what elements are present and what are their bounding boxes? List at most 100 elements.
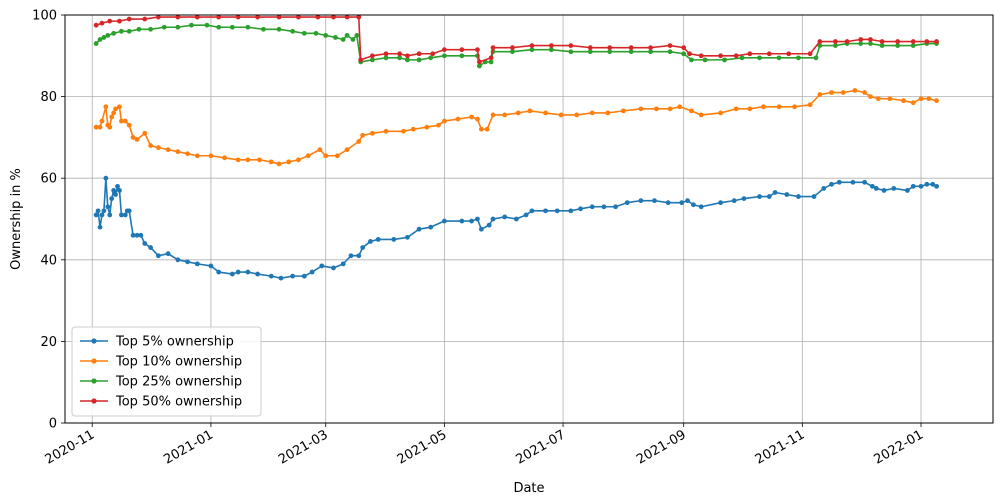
data-point — [245, 269, 251, 275]
series-line — [95, 177, 937, 279]
legend-item: Top 10% ownership — [80, 355, 242, 370]
data-point — [441, 218, 447, 224]
series-1 — [93, 175, 939, 281]
data-point — [261, 26, 266, 32]
data-point — [757, 194, 762, 199]
data-point — [667, 106, 673, 112]
data-point — [397, 55, 403, 61]
data-point — [155, 14, 161, 20]
data-point — [613, 204, 618, 210]
data-point — [405, 57, 410, 63]
data-point — [475, 216, 480, 222]
data-point — [344, 14, 350, 20]
data-point — [117, 104, 122, 110]
data-point — [117, 188, 122, 193]
data-point — [638, 198, 644, 204]
data-point — [126, 122, 132, 128]
y-tick-label: 60 — [40, 172, 57, 187]
data-point — [761, 104, 766, 110]
data-point — [95, 208, 101, 214]
data-point — [836, 179, 842, 185]
data-point — [733, 53, 739, 59]
series-layer — [93, 14, 939, 281]
data-point — [490, 45, 496, 51]
data-point — [356, 139, 362, 144]
data-point — [229, 271, 235, 277]
data-point — [895, 43, 901, 48]
data-point — [869, 183, 875, 189]
data-point — [850, 179, 856, 185]
data-point — [401, 128, 406, 134]
data-point — [868, 94, 873, 99]
data-point — [587, 49, 593, 55]
data-point — [99, 20, 105, 26]
data-point — [844, 39, 850, 44]
data-point — [459, 47, 465, 53]
data-point — [428, 224, 434, 230]
y-tick-label: 0 — [49, 417, 57, 432]
data-point — [665, 200, 671, 206]
x-axis-title: Date — [513, 481, 544, 496]
legend-swatch-marker — [91, 358, 97, 364]
data-point — [142, 241, 148, 246]
data-point — [840, 90, 846, 95]
y-axis-title: Ownership in % — [9, 168, 24, 270]
data-point — [529, 208, 535, 214]
legend-label: Top 10% ownership — [115, 355, 242, 370]
data-point — [733, 106, 739, 112]
data-point — [122, 212, 128, 218]
data-point — [607, 45, 613, 51]
data-point — [208, 153, 214, 159]
data-point — [142, 130, 148, 136]
legend-item: Top 50% ownership — [80, 395, 242, 410]
data-point — [628, 49, 634, 55]
data-point — [286, 159, 292, 165]
data-point — [428, 55, 434, 61]
data-point — [301, 30, 307, 36]
data-point — [126, 16, 132, 22]
data-point — [875, 96, 881, 102]
data-point — [148, 245, 154, 250]
data-point — [175, 149, 181, 155]
series-3 — [93, 22, 939, 69]
data-point — [605, 110, 611, 116]
data-point — [383, 55, 389, 61]
data-point — [513, 216, 519, 222]
data-point — [873, 186, 879, 191]
data-point — [165, 147, 171, 153]
data-point — [93, 22, 99, 28]
data-point — [817, 92, 823, 97]
data-point — [344, 33, 350, 38]
data-point — [792, 104, 797, 110]
data-point — [278, 275, 284, 281]
data-point — [718, 53, 724, 59]
data-point — [486, 222, 492, 228]
data-point — [235, 14, 241, 20]
data-point — [235, 157, 241, 163]
data-point — [424, 124, 430, 130]
data-point — [107, 18, 113, 24]
data-point — [589, 204, 595, 210]
data-point — [574, 112, 580, 118]
data-point — [548, 47, 554, 53]
data-point — [334, 153, 340, 159]
data-point — [702, 57, 708, 63]
data-point — [829, 90, 834, 95]
data-point — [204, 22, 210, 28]
data-point — [924, 39, 930, 44]
data-point — [901, 98, 906, 104]
data-point — [268, 273, 274, 279]
legend-item: Top 25% ownership — [80, 375, 242, 390]
data-point — [934, 98, 939, 104]
data-point — [245, 24, 251, 30]
data-point — [667, 49, 673, 55]
data-point — [216, 14, 222, 20]
data-point — [93, 124, 99, 130]
series-2 — [93, 88, 939, 167]
y-tick-label: 40 — [40, 253, 57, 268]
y-tick-label: 20 — [40, 335, 57, 350]
data-point — [879, 43, 885, 48]
data-point — [459, 218, 465, 224]
data-point — [766, 51, 772, 57]
legend-label: Top 50% ownership — [115, 395, 242, 410]
